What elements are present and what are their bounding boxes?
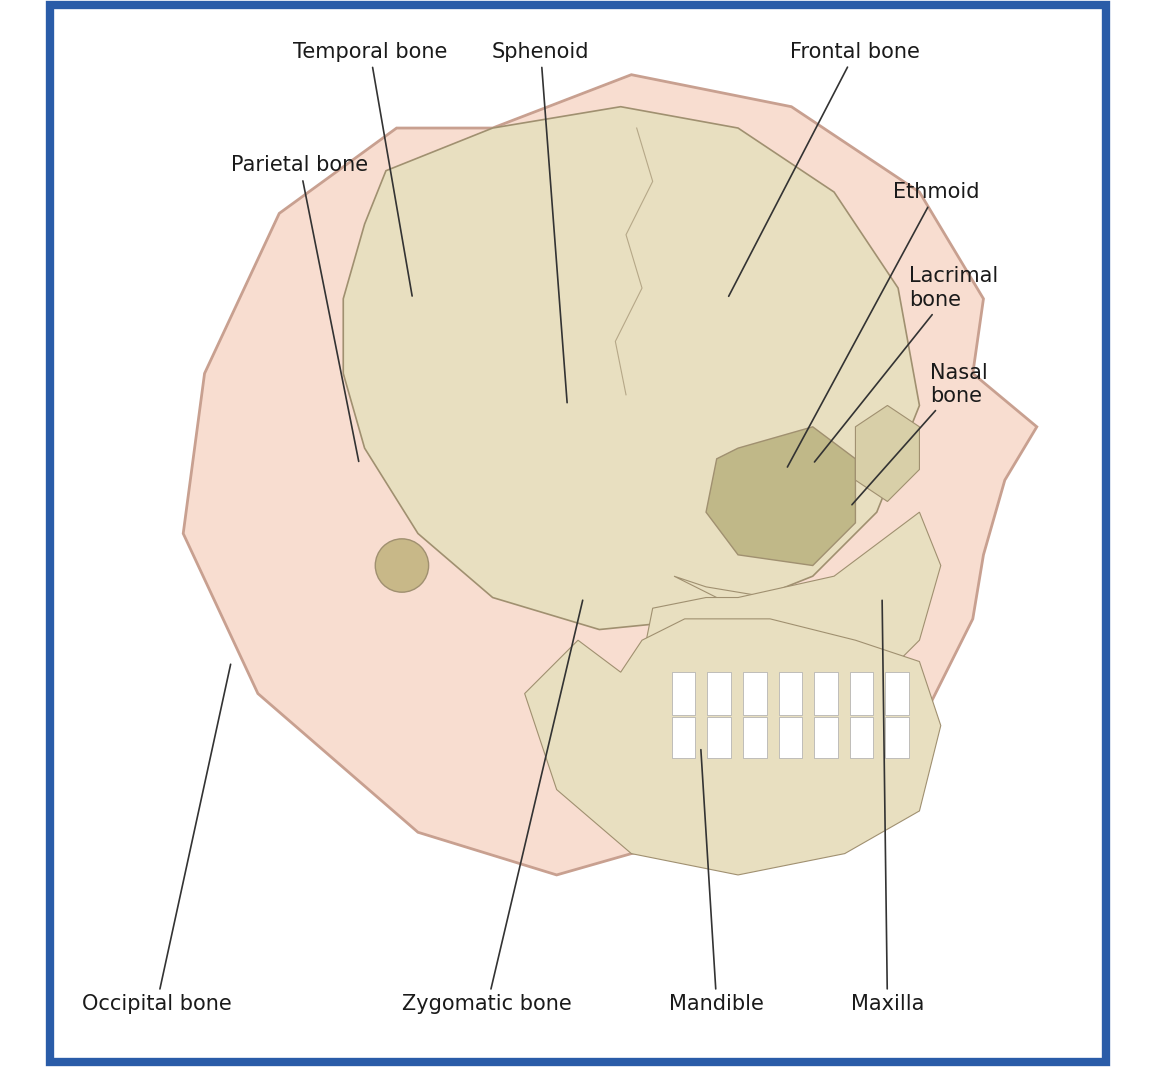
Text: Temporal bone: Temporal bone bbox=[292, 42, 447, 296]
Bar bbox=[885, 672, 909, 715]
Bar bbox=[885, 717, 909, 758]
Polygon shape bbox=[525, 619, 941, 875]
Bar bbox=[814, 717, 838, 758]
Text: Ethmoid: Ethmoid bbox=[787, 182, 979, 467]
Polygon shape bbox=[642, 512, 941, 747]
Polygon shape bbox=[343, 107, 919, 630]
Bar bbox=[814, 672, 838, 715]
Text: Mandible: Mandible bbox=[669, 750, 764, 1015]
Polygon shape bbox=[674, 576, 855, 619]
Text: Lacrimal
bone: Lacrimal bone bbox=[815, 267, 998, 462]
Text: Zygomatic bone: Zygomatic bone bbox=[402, 601, 583, 1015]
Text: Nasal
bone: Nasal bone bbox=[852, 363, 988, 505]
Bar bbox=[707, 672, 731, 715]
Bar bbox=[743, 672, 766, 715]
Text: Occipital bone: Occipital bone bbox=[82, 665, 231, 1015]
Bar bbox=[850, 672, 873, 715]
Polygon shape bbox=[855, 405, 919, 501]
Bar bbox=[779, 672, 802, 715]
Bar bbox=[850, 717, 873, 758]
Text: Sphenoid: Sphenoid bbox=[492, 42, 590, 402]
Text: Maxilla: Maxilla bbox=[851, 601, 924, 1015]
Bar bbox=[672, 672, 696, 715]
Text: Parietal bone: Parietal bone bbox=[231, 156, 369, 461]
Circle shape bbox=[376, 539, 429, 592]
Bar bbox=[779, 717, 802, 758]
Polygon shape bbox=[183, 75, 1037, 875]
Bar bbox=[672, 717, 696, 758]
Bar bbox=[707, 717, 731, 758]
Bar bbox=[743, 717, 766, 758]
Polygon shape bbox=[706, 427, 855, 566]
Text: Frontal bone: Frontal bone bbox=[728, 42, 920, 297]
